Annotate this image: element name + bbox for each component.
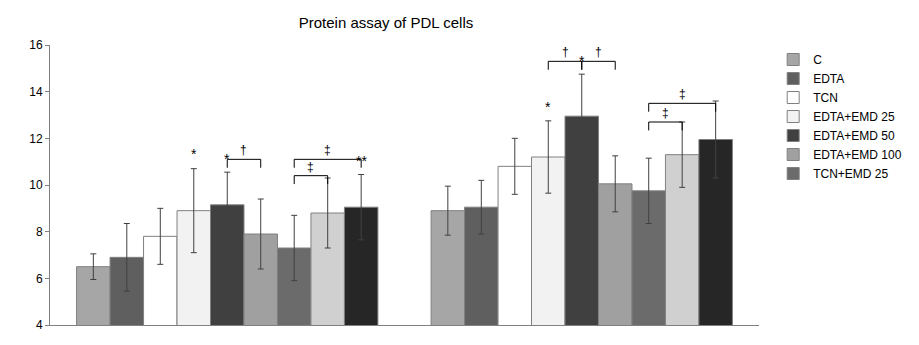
svg-text:EDTA+EMD 25: EDTA+EMD 25	[813, 110, 895, 124]
svg-text:†: †	[595, 45, 602, 59]
svg-text:TCN+EMD 25: TCN+EMD 25	[813, 167, 888, 181]
svg-text:EDTA: EDTA	[813, 72, 844, 86]
svg-text:C: C	[813, 53, 822, 67]
svg-text:16: 16	[29, 38, 43, 52]
svg-text:Protein assay of PDL cells: Protein assay of PDL cells	[299, 14, 474, 31]
svg-text:‡: ‡	[662, 106, 669, 120]
svg-text:‡: ‡	[307, 160, 314, 174]
svg-text:†: †	[240, 143, 247, 157]
svg-text:†: †	[562, 45, 569, 59]
svg-text:*: *	[191, 146, 197, 162]
svg-text:14: 14	[29, 85, 43, 99]
svg-text:12: 12	[29, 132, 43, 146]
svg-text:4: 4	[36, 318, 43, 332]
svg-text:‡: ‡	[324, 143, 331, 157]
svg-text:EDTA+EMD 100: EDTA+EMD 100	[813, 148, 901, 162]
svg-text:TCN: TCN	[813, 91, 838, 105]
svg-text:10: 10	[29, 178, 43, 192]
svg-text:*: *	[224, 151, 230, 167]
svg-text:6: 6	[36, 272, 43, 286]
svg-text:‡: ‡	[679, 87, 686, 101]
svg-text:8: 8	[36, 225, 43, 239]
svg-text:EDTA+EMD 50: EDTA+EMD 50	[813, 129, 895, 143]
svg-text:**: **	[356, 153, 367, 169]
svg-text:*: *	[579, 53, 585, 69]
svg-text:*: *	[545, 99, 551, 115]
